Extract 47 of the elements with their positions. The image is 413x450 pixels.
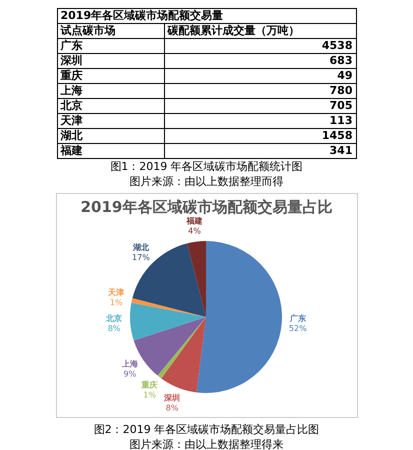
slice-label: 天津 [106, 288, 124, 297]
pie-slice [196, 241, 282, 393]
slice-label: 湖北 [131, 242, 150, 252]
data-label: 341 [164, 144, 356, 158]
data-label: 52% [288, 324, 307, 333]
data-label: 780 [164, 84, 356, 98]
data-label: 4% [188, 226, 201, 236]
data-label: 17% [132, 252, 150, 262]
text: 试点碳市场 [57, 24, 164, 38]
category-label: 广东 [57, 38, 164, 54]
slice-label: 上海 [120, 360, 138, 369]
text: 图片来源：由以上数据整理而得 [128, 174, 284, 189]
caption: 图2：2019 年各区域碳市场配额交易量占比图 [92, 422, 320, 437]
slice-label: 深圳 [162, 394, 180, 403]
caption: 图1：2019 年各区域碳市场配额统计图 [109, 159, 304, 174]
data-label: 113 [164, 114, 356, 128]
text: 图片来源：由以上数据整理得来 [128, 437, 284, 450]
category-label: 福建 [57, 144, 164, 158]
category-label: 北京 [57, 98, 164, 114]
category-label: 天津 [57, 114, 164, 128]
data-label: 1% [109, 298, 122, 307]
data-label: 1% [142, 390, 156, 400]
pie-slice [157, 317, 206, 378]
pie-slice [160, 317, 206, 392]
data-label: 8% [165, 404, 178, 413]
category-label: 湖北 [57, 128, 164, 144]
data-label: 8% [107, 324, 120, 333]
pie-slice [130, 302, 206, 340]
data-label: 49 [164, 68, 356, 84]
data-label: 4538 [164, 38, 356, 54]
slice-label: 广东 [288, 314, 306, 323]
pie-slice [132, 243, 206, 317]
category-label: 上海 [57, 84, 164, 98]
data-label: 1458 [164, 128, 356, 144]
slice-label: 福建 [184, 216, 202, 226]
data-label: 683 [164, 54, 356, 68]
chart-title: 2019年各区域碳市场配额交易量占比 [80, 198, 334, 217]
slice-label: 北京 [104, 314, 122, 323]
text: 碳配额累计成交量（万吨） [164, 24, 356, 38]
text: 2019年各区域碳市场配额交易量 [57, 8, 356, 24]
data-label: 9% [123, 370, 136, 379]
pie-slice [186, 241, 206, 317]
category-label: 重庆 [57, 68, 164, 84]
pie-slice [130, 298, 206, 317]
category-label: 深圳 [57, 54, 164, 68]
slice-label: 重庆 [140, 380, 158, 390]
data-label: 705 [164, 98, 356, 114]
